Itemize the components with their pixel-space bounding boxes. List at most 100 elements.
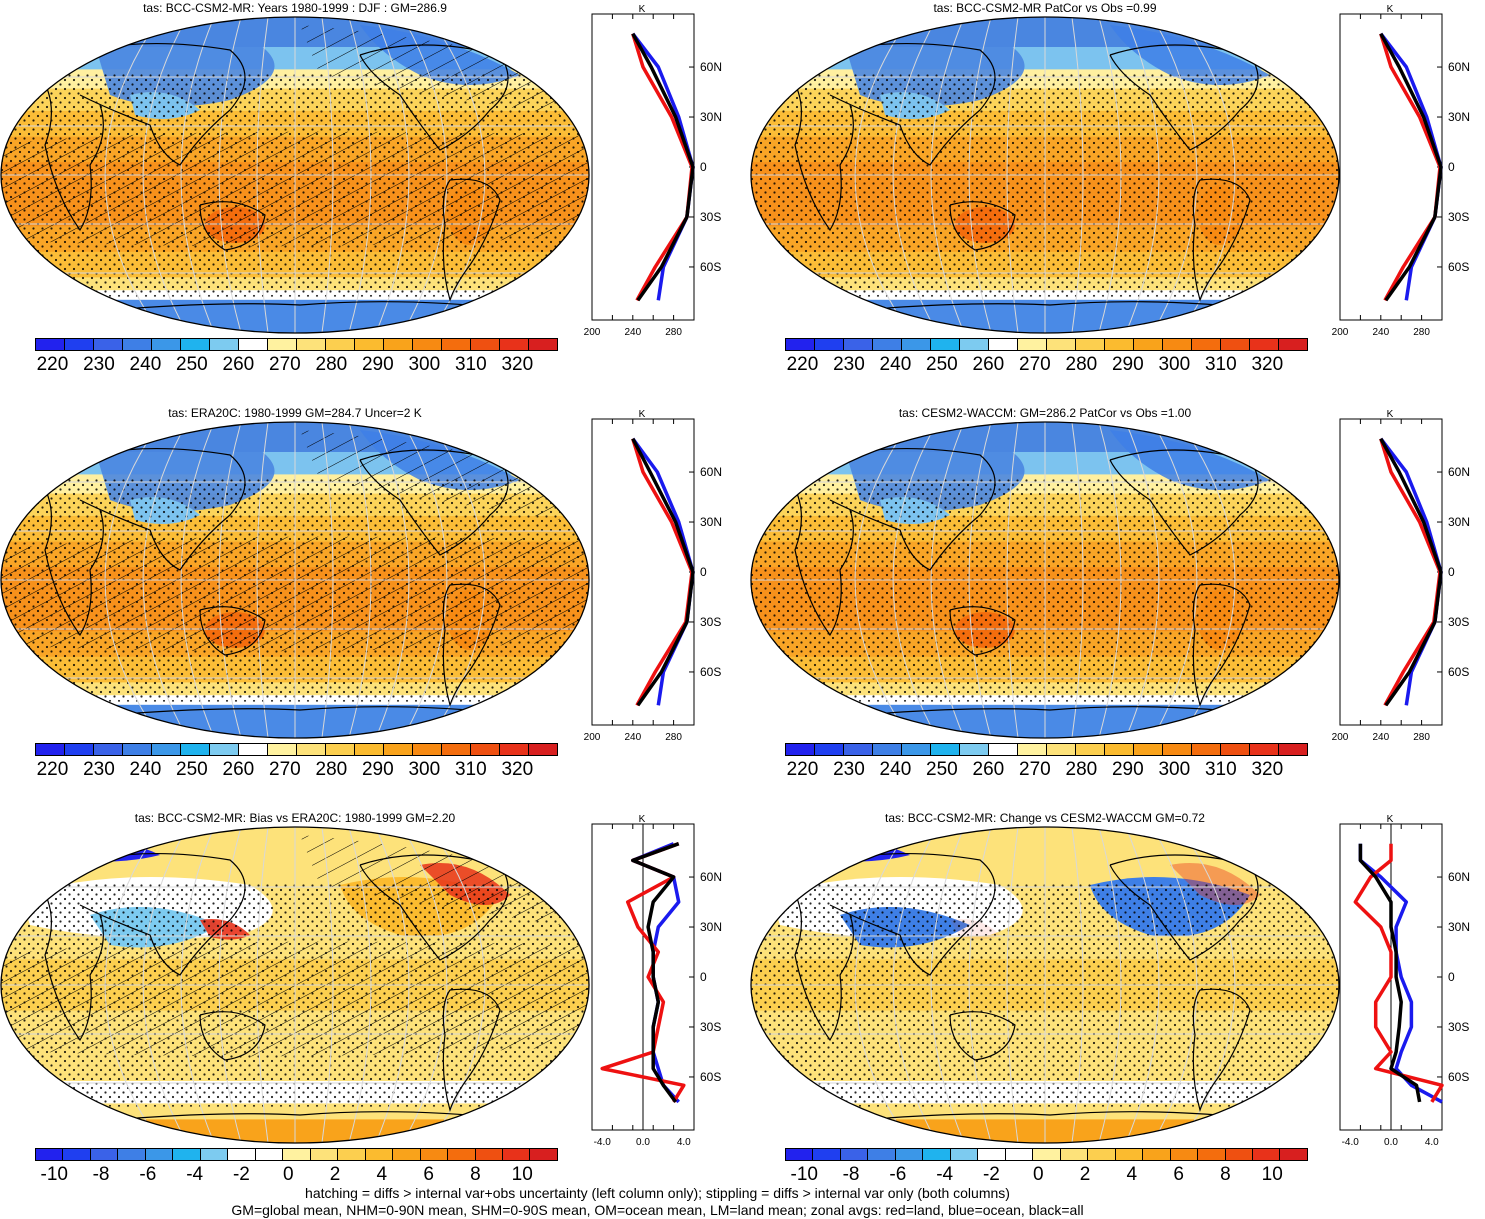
colorbar-cell — [815, 339, 844, 350]
zonal-lat-label: 60S — [700, 665, 721, 679]
zonal-all-line — [1379, 437, 1443, 707]
colorbar-cell — [36, 744, 65, 755]
colorbar: 220 230 240 250 260 270 280 290 300 310 320 — [35, 338, 558, 378]
colorbar-cell — [1105, 339, 1134, 350]
colorbar-cell — [1163, 744, 1192, 755]
panel-title: tas: BCC-CSM2-MR PatCor vs Obs =0.99 — [933, 1, 1157, 15]
colorbar-cell — [931, 339, 960, 350]
colorbar-label: 270 — [1019, 759, 1051, 780]
colorbar-label: -2 — [232, 1164, 250, 1185]
colorbar-label: 240 — [129, 354, 162, 375]
colorbar-cell — [868, 1149, 896, 1160]
zonal-lat-label: 60N — [700, 465, 722, 479]
colorbar-label: 310 — [1204, 354, 1237, 375]
colorbar-label: 300 — [1158, 354, 1191, 375]
colorbar-cell — [152, 339, 181, 350]
colorbar-label: 2 — [1079, 1164, 1091, 1185]
colorbar-cell — [268, 339, 297, 350]
zonal-lat-label: 30N — [1448, 110, 1470, 124]
zonal-lat-label: 60S — [700, 260, 721, 274]
colorbar-label: 270 — [269, 759, 301, 780]
colorbar: -10 -8 -6 -4 -2 0 2 4 6 8 10 — [785, 1148, 1308, 1188]
colorbar-label: 290 — [1111, 759, 1144, 780]
colorbar-cell — [813, 1149, 841, 1160]
zonal-land-line — [631, 438, 694, 707]
colorbar-label: 240 — [879, 354, 912, 375]
colorbar-label: 250 — [176, 354, 208, 375]
colorbar-cell — [1250, 339, 1279, 350]
zonal-x-tick-label: 240 — [1372, 732, 1389, 743]
zonal-mean-plot: K 60N 30N 0 30S 60S -4.0 0.0 4.0 — [1339, 814, 1470, 1148]
zonal-all-line — [1379, 32, 1443, 302]
zonal-lat-label: 30S — [700, 1020, 721, 1034]
colorbar: 220 230 240 250 260 270 280 290 300 310 320 — [785, 743, 1308, 783]
zonal-unit-label: K — [639, 814, 646, 825]
colorbar-cell — [471, 744, 500, 755]
footer-line-2: GM=global mean, NHM=0-90N mean, SHM=0-90… — [231, 1202, 1084, 1218]
zonal-lat-label: 60N — [1448, 465, 1470, 479]
colorbar-cell — [65, 339, 94, 350]
colorbar-label: 0 — [1032, 1164, 1044, 1185]
zonal-all-line — [631, 842, 680, 1103]
colorbar-cell — [1170, 1149, 1199, 1160]
zonal-x-tick-label: 200 — [1332, 327, 1349, 338]
colorbar-cell — [902, 744, 931, 755]
colorbar-label: 0 — [282, 1164, 294, 1185]
colorbar-label: 310 — [1204, 759, 1237, 780]
zonal-x-tick-label: 240 — [1372, 327, 1389, 338]
colorbar-cell — [1115, 1149, 1144, 1160]
zonal-mean-plot: K 60N 30N 0 30S 60S 200 240 280 — [584, 4, 722, 338]
robinson-map — [0, 421, 590, 739]
zonal-x-tick-label: 280 — [1413, 327, 1430, 338]
colorbar-cell — [840, 1149, 869, 1160]
colorbar-cell — [200, 1149, 229, 1160]
zonal-lat-label: 30S — [700, 615, 721, 629]
colorbar-label: 280 — [315, 759, 348, 780]
colorbar-cell — [152, 744, 181, 755]
colorbar-label: 280 — [315, 354, 348, 375]
colorbar-cell — [786, 744, 815, 755]
colorbar-label: 230 — [83, 759, 115, 780]
colorbar-cell — [931, 744, 960, 755]
colorbar-label: 290 — [1111, 354, 1144, 375]
colorbar-cell — [1134, 744, 1163, 755]
zonal-unit-label: K — [1387, 4, 1394, 15]
zonal-lat-label: 30S — [1448, 1020, 1469, 1034]
colorbar-cell — [384, 744, 413, 755]
zonal-lat-label: 30S — [1448, 210, 1469, 224]
colorbar-cells — [35, 1148, 558, 1161]
colorbar-cell — [815, 744, 844, 755]
zonal-land-line — [1353, 843, 1444, 1103]
colorbar-label: 220 — [36, 354, 69, 375]
colorbar-cell — [310, 1149, 339, 1160]
zonal-x-tick-label: 200 — [584, 327, 601, 338]
colorbar-cell — [895, 1149, 924, 1160]
colorbar-cell — [338, 1149, 366, 1160]
zonal-lat-label: 60N — [700, 60, 722, 74]
colorbar-label: 4 — [376, 1164, 388, 1185]
colorbar-label: 250 — [926, 354, 958, 375]
colorbar: -10 -8 -6 -4 -2 0 2 4 6 8 10 — [35, 1148, 558, 1188]
colorbar-cell — [448, 1149, 476, 1160]
zonal-lat-label: 0 — [700, 970, 707, 984]
colorbar-cell — [1134, 339, 1163, 350]
zonal-lat-label: 0 — [1448, 565, 1455, 579]
colorbar-cell — [1047, 744, 1076, 755]
colorbar-cell — [1192, 744, 1221, 755]
colorbar-cell — [173, 1149, 201, 1160]
colorbar-label: 270 — [1019, 354, 1051, 375]
colorbar-cells — [785, 1148, 1308, 1161]
zonal-lat-label: 30N — [1448, 920, 1470, 934]
colorbar-cell — [355, 744, 384, 755]
colorbar-cells — [35, 743, 558, 756]
colorbar-cell — [181, 339, 210, 350]
colorbar-cell — [145, 1149, 174, 1160]
colorbar-label: -2 — [982, 1164, 1000, 1185]
colorbar-label: 290 — [361, 354, 394, 375]
colorbar-cell — [989, 339, 1018, 350]
colorbar-cell — [1076, 744, 1105, 755]
zonal-x-tick-label: 280 — [665, 327, 682, 338]
colorbar-cell — [950, 1149, 979, 1160]
colorbar-label: 320 — [501, 354, 534, 375]
colorbar-label: -6 — [889, 1164, 907, 1185]
